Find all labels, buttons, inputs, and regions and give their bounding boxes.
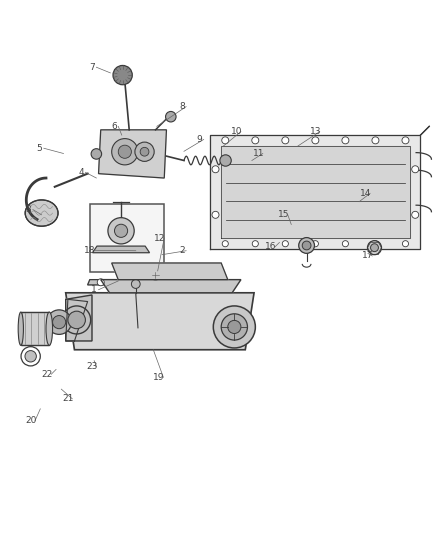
Polygon shape [99,130,166,178]
Circle shape [212,211,219,219]
Text: 13: 13 [310,127,321,136]
Text: 23: 23 [86,362,98,371]
Bar [90,204,164,272]
Circle shape [222,137,229,144]
Text: 20: 20 [25,416,36,425]
Circle shape [151,270,160,280]
Circle shape [91,149,102,159]
Text: 3: 3 [25,205,32,214]
Text: 22: 22 [41,370,53,379]
Text: 2: 2 [179,246,184,255]
Text: 17: 17 [362,252,374,261]
Circle shape [25,351,36,362]
Circle shape [299,238,314,253]
Text: 1: 1 [91,285,97,294]
Circle shape [166,111,176,122]
Text: 8: 8 [179,102,185,111]
Ellipse shape [25,200,58,226]
Circle shape [228,320,241,334]
Text: 15: 15 [278,211,289,219]
Circle shape [220,155,231,166]
Polygon shape [66,300,88,341]
Circle shape [131,280,140,288]
Circle shape [312,241,318,247]
Text: 21: 21 [62,394,74,403]
Ellipse shape [46,312,53,345]
Circle shape [282,241,288,247]
Circle shape [252,137,259,144]
Circle shape [367,241,381,255]
Polygon shape [101,280,241,293]
Circle shape [412,211,419,219]
Circle shape [342,137,349,144]
Ellipse shape [18,312,23,345]
Polygon shape [21,312,49,345]
Circle shape [114,224,127,237]
Circle shape [312,137,319,144]
Text: 12: 12 [154,233,166,243]
Circle shape [108,217,134,244]
Circle shape [132,279,139,286]
Polygon shape [66,293,254,350]
Circle shape [68,311,85,329]
Circle shape [372,241,378,247]
Circle shape [113,66,132,85]
Text: 5: 5 [36,144,42,153]
Polygon shape [221,146,410,238]
Circle shape [118,145,131,158]
Circle shape [53,316,66,329]
Text: 6: 6 [111,122,117,131]
Circle shape [302,241,311,250]
Circle shape [221,314,247,340]
Text: 4: 4 [78,168,84,177]
Text: 11: 11 [253,149,264,158]
Text: 18: 18 [84,246,95,255]
Circle shape [402,137,409,144]
Circle shape [97,279,104,286]
Polygon shape [92,246,149,253]
Circle shape [47,310,71,334]
Circle shape [282,137,289,144]
Text: 9: 9 [196,135,202,144]
Text: 16: 16 [265,243,276,251]
Circle shape [371,244,378,252]
Circle shape [140,147,149,156]
Polygon shape [66,295,92,341]
Polygon shape [88,280,149,285]
Circle shape [213,306,255,348]
Circle shape [343,241,349,247]
Bar [21,312,49,345]
Circle shape [252,241,258,247]
Polygon shape [210,135,420,249]
Circle shape [222,241,228,247]
Circle shape [212,166,219,173]
Circle shape [63,306,91,334]
Circle shape [372,137,379,144]
Circle shape [412,166,419,173]
Circle shape [135,142,154,161]
Text: 14: 14 [360,189,371,198]
Circle shape [112,139,138,165]
Text: 10: 10 [231,127,242,136]
Text: 19: 19 [153,373,165,382]
Text: 7: 7 [89,63,95,72]
Polygon shape [112,263,228,280]
Circle shape [403,241,409,247]
